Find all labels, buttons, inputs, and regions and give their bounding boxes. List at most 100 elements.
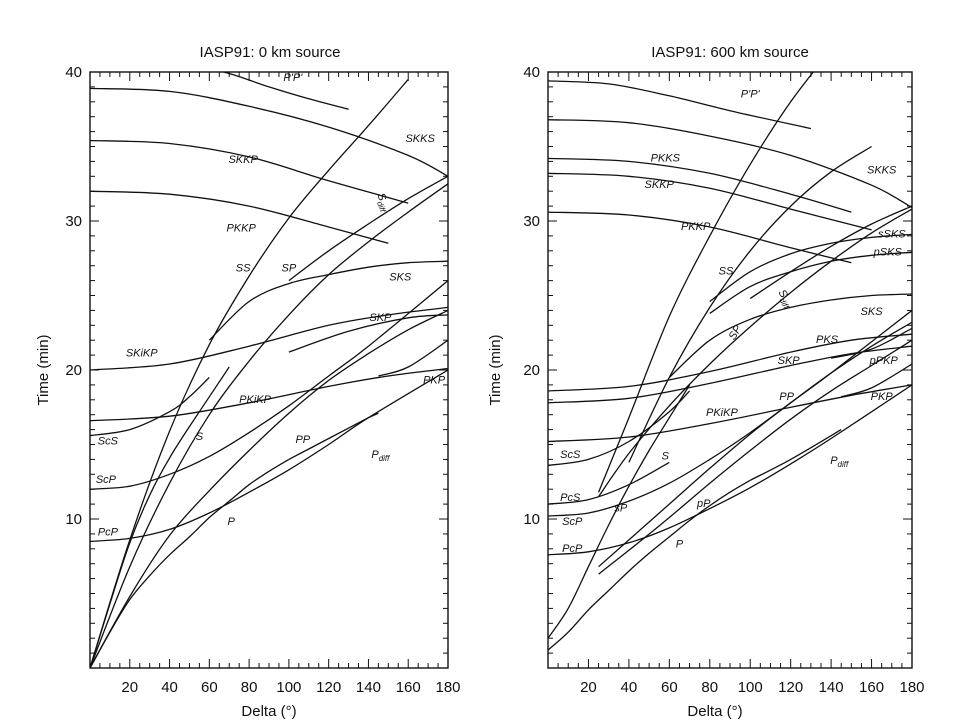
curve-ppkp xyxy=(830,327,912,359)
phase-label-pp: PP xyxy=(295,434,310,446)
x-tick-label: 160 xyxy=(396,679,421,696)
curve-skks xyxy=(548,119,912,209)
phase-label-p: P xyxy=(676,538,684,550)
x-tick-labels: 20 40 60 80 100 120 140 160 180 xyxy=(121,679,460,696)
phase-label-ss: SS xyxy=(719,266,734,278)
x-tick-label: 20 xyxy=(580,679,597,696)
phase-label-skikp: SKiKP xyxy=(126,348,158,360)
phase-label-skks: SKKS xyxy=(867,164,897,176)
phase-label-pks: PKS xyxy=(816,334,839,346)
curve-s xyxy=(90,366,230,668)
chart-title: IASP91: 600 km source xyxy=(651,44,809,61)
curve-ss xyxy=(597,72,815,493)
phase-label-s: S xyxy=(196,431,204,443)
phase-label-pp: PP xyxy=(779,391,794,403)
panel-600-km-source: IASP91: 600 km source 20 40 60 80 100 120 140 1… xyxy=(487,44,925,720)
phase-label-pkkp: PKKP xyxy=(226,222,256,234)
phase-label-sp: SP xyxy=(727,323,745,342)
phase-label-pkikp: PKiKP xyxy=(706,407,738,419)
y-tick-labels: 10 20 30 40 xyxy=(65,64,82,528)
x-tick-label: 180 xyxy=(435,679,460,696)
curve-skkp xyxy=(90,139,409,204)
phase-label-pdiff: Pdiff xyxy=(830,455,849,469)
curve-sks xyxy=(668,293,912,378)
phase-label-pkikp: PKiKP xyxy=(239,394,271,406)
x-tick-label: 20 xyxy=(121,679,138,696)
phase-label-skks: SKKS xyxy=(405,133,435,145)
curve-sdiff xyxy=(749,205,912,300)
phase-label-skkp: SKKP xyxy=(228,154,258,166)
curve-pkkp xyxy=(548,211,852,264)
phase-label-pp: pP xyxy=(696,498,711,510)
phase-label-p-p-: P'P' xyxy=(741,88,761,100)
x-tick-label: 120 xyxy=(778,679,803,696)
y-tick-label: 20 xyxy=(65,362,82,379)
curve-sp xyxy=(90,183,448,668)
curve-skikp xyxy=(90,306,448,371)
phase-label-scs: ScS xyxy=(560,449,581,461)
y-tick-label: 40 xyxy=(523,64,540,81)
phase-label-scp: ScP xyxy=(96,474,117,486)
x-tick-labels: 20 40 60 80 100 120 140 160 180 xyxy=(580,679,924,696)
phase-label-skp: SKP xyxy=(778,355,801,367)
curve-p xyxy=(548,479,751,651)
plot-frame xyxy=(89,71,449,669)
y-tick-label: 40 xyxy=(65,64,82,81)
phase-label-pcp: PcP xyxy=(98,526,119,538)
curve-pp xyxy=(598,208,912,497)
travel-time-curves xyxy=(90,72,448,668)
curve-p-p- xyxy=(220,72,349,110)
phase-label-p-p-: P'P' xyxy=(283,72,303,84)
x-tick-label: 140 xyxy=(819,679,844,696)
phase-label-sks: SKS xyxy=(389,272,412,284)
x-tick-label: 80 xyxy=(241,679,258,696)
curve-p-p- xyxy=(548,80,812,130)
y-axis-label: Time (min) xyxy=(487,334,504,405)
phase-label-pkks: PKKS xyxy=(651,152,681,164)
plot-frame xyxy=(547,71,913,669)
curve-pdiff xyxy=(749,429,842,481)
chart-title: IASP91: 0 km source xyxy=(200,44,341,61)
curve-p xyxy=(90,458,290,668)
phase-label-ss: SS xyxy=(236,263,251,275)
curve-psks xyxy=(709,251,912,314)
phase-label-sp: SP xyxy=(282,263,297,275)
phase-label-sdiff: Sdiff xyxy=(373,192,393,214)
axis-ticks xyxy=(548,72,912,668)
curve-s xyxy=(548,384,691,639)
curve-skks xyxy=(90,87,448,177)
phase-label-scs: ScS xyxy=(98,436,119,448)
panel-0-km-source: IASP91: 0 km source 20 40 60 80 100 120 140 160… xyxy=(35,44,461,720)
y-axis-label: Time (min) xyxy=(35,334,52,405)
curve-pkikp xyxy=(90,367,448,422)
curve-skp xyxy=(288,314,448,353)
y-tick-label: 20 xyxy=(523,362,540,379)
curve-sp xyxy=(598,321,912,568)
x-tick-label: 60 xyxy=(661,679,678,696)
curve-pkkp xyxy=(90,190,389,244)
curve-pcs xyxy=(548,461,670,505)
curve-pp xyxy=(598,339,912,575)
x-tick-label: 60 xyxy=(201,679,218,696)
phase-label-sks: SKS xyxy=(861,306,884,318)
phase-label-ssks: sSKS xyxy=(878,228,906,240)
x-axis-label: Delta (°) xyxy=(687,703,742,720)
phase-labels: P'P'PKKSSKKPPKKPSKKSsSKSpSKSSSSdiffSPSKS… xyxy=(560,88,906,554)
x-tick-label: 160 xyxy=(859,679,884,696)
axis-ticks xyxy=(90,72,448,668)
curve-sks xyxy=(208,260,448,341)
curve-pkp xyxy=(841,363,912,398)
x-tick-label: 100 xyxy=(276,679,301,696)
curve-scs xyxy=(90,376,210,437)
curve-pcp xyxy=(548,384,912,556)
phase-label-sp: sP xyxy=(614,503,628,515)
curve-scp xyxy=(548,309,912,517)
phase-label-skkp: SKKP xyxy=(645,179,675,191)
x-tick-label: 120 xyxy=(316,679,341,696)
travel-time-curves xyxy=(548,72,912,651)
curve-ssks xyxy=(709,233,912,303)
curve-pp xyxy=(90,309,448,668)
y-tick-label: 30 xyxy=(65,213,82,230)
x-tick-label: 40 xyxy=(161,679,178,696)
